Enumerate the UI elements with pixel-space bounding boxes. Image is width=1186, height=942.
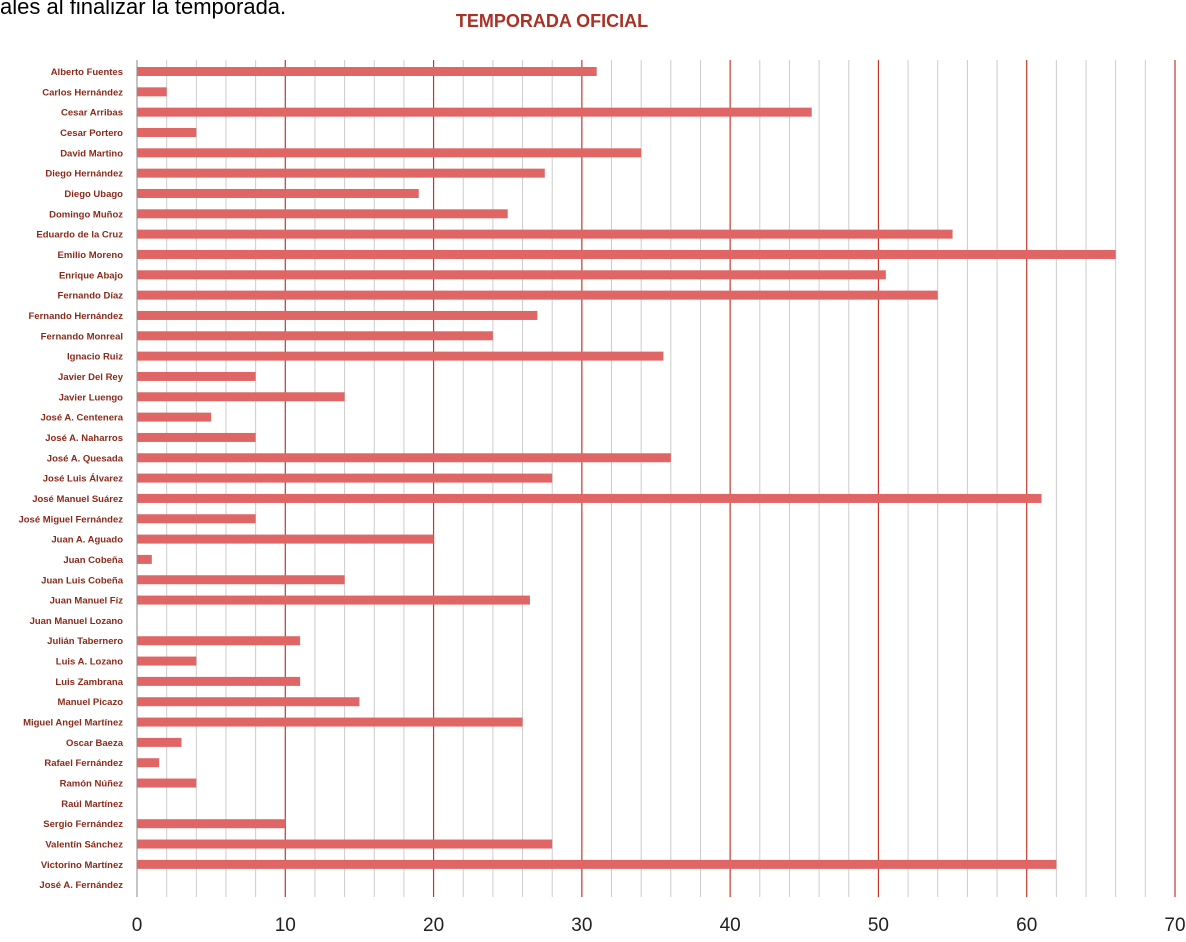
bar xyxy=(137,473,553,483)
bar xyxy=(137,432,256,442)
x-tick-label: 50 xyxy=(868,915,889,936)
category-label: David Martino xyxy=(60,148,123,159)
category-label: Domingo Muñoz xyxy=(49,209,123,220)
bar xyxy=(137,676,301,686)
bar xyxy=(137,371,256,381)
category-label: Fernando Hernández xyxy=(29,311,124,322)
bar xyxy=(137,188,419,198)
bar xyxy=(137,67,597,76)
bar xyxy=(137,229,953,239)
category-label: Julián Tabernero xyxy=(47,636,123,647)
x-axis-ticks: 0 10 20 30 40 50 60 70 xyxy=(132,915,1186,936)
bar xyxy=(137,310,538,320)
bar xyxy=(137,392,345,402)
category-label: Oscar Baeza xyxy=(66,738,124,749)
category-label: Juan Luis Cobeña xyxy=(41,575,124,586)
category-label: Ignacio Ruiz xyxy=(67,352,123,363)
category-label: Diego Hernández xyxy=(45,169,123,180)
category-label: Emilio Moreno xyxy=(58,250,124,261)
bar xyxy=(137,107,812,117)
bar xyxy=(137,575,345,585)
bar xyxy=(137,697,360,707)
bar xyxy=(137,839,553,849)
bar xyxy=(137,412,212,422)
category-label: José A. Fernández xyxy=(39,880,123,891)
category-label: Fernando Monreal xyxy=(41,331,123,342)
bar xyxy=(137,453,671,463)
x-tick-label: 70 xyxy=(1164,915,1185,936)
bar xyxy=(137,778,197,788)
bar xyxy=(137,554,152,564)
category-label: José A. Naharros xyxy=(45,433,123,444)
category-labels: Alberto Fuentes Carlos Hernández Cesar Arr… xyxy=(18,67,123,891)
category-label: Cesar Arribas xyxy=(61,108,123,119)
category-label: Juan Manuel Fíz xyxy=(50,596,124,607)
category-label: Javier Del Rey xyxy=(58,372,124,383)
category-label: Alberto Fuentes xyxy=(51,67,123,78)
category-label: Valentín Sánchez xyxy=(45,840,123,851)
category-label: Carlos Hernández xyxy=(42,87,123,98)
category-label: Rafael Fernández xyxy=(44,758,123,769)
bar xyxy=(137,514,256,524)
category-label: Juan A. Aguado xyxy=(51,535,123,546)
x-tick-label: 40 xyxy=(720,915,741,936)
category-label: Cesar Portero xyxy=(60,128,123,139)
x-tick-label: 0 xyxy=(132,915,143,936)
chart-title: TEMPORADA OFICIAL xyxy=(456,11,648,31)
category-label: Victorino Martínez xyxy=(41,860,123,871)
bar xyxy=(137,209,508,219)
category-label: Diego Ubago xyxy=(64,189,123,200)
chart-bars xyxy=(137,67,1116,869)
bar xyxy=(137,595,530,605)
bar xyxy=(137,290,938,300)
bar xyxy=(137,717,523,727)
bar xyxy=(137,758,160,768)
category-label: Ramón Núñez xyxy=(60,779,124,790)
bar xyxy=(137,656,197,666)
category-label: Eduardo de la Cruz xyxy=(36,230,123,241)
bar xyxy=(137,270,886,280)
category-label: Fernando Díaz xyxy=(58,291,124,302)
bar xyxy=(137,859,1057,869)
category-label: Luis A. Lozano xyxy=(56,657,123,668)
bar xyxy=(137,127,197,137)
x-tick-label: 10 xyxy=(275,915,296,936)
x-tick-label: 60 xyxy=(1016,915,1037,936)
bar xyxy=(137,331,493,341)
category-label: Luis Zambrana xyxy=(55,677,123,688)
bar xyxy=(137,819,286,829)
category-label: Miguel Angel Martínez xyxy=(23,718,123,729)
intro-text: ales al finalizar la temporada. xyxy=(0,0,287,19)
x-tick-label: 30 xyxy=(571,915,592,936)
bar xyxy=(137,534,434,544)
x-tick-label: 20 xyxy=(423,915,444,936)
bar xyxy=(137,737,182,747)
category-label: Enrique Abajo xyxy=(59,270,123,281)
category-label: José A. Quesada xyxy=(47,453,124,464)
bar xyxy=(137,493,1042,503)
category-label: Juan Cobeña xyxy=(63,555,123,566)
bar xyxy=(137,168,545,178)
category-label: Javier Luengo xyxy=(59,392,124,403)
bar xyxy=(137,148,642,158)
bar xyxy=(137,351,664,361)
category-label: José Luis Álvarez xyxy=(43,474,124,485)
category-label: José A. Centenera xyxy=(40,413,123,424)
bar xyxy=(137,636,301,646)
category-label: Juan Manuel Lozano xyxy=(30,616,124,627)
category-label: Raúl Martínez xyxy=(61,799,123,810)
category-label: José Miguel Fernández xyxy=(18,514,123,525)
category-label: José Manuel Suárez xyxy=(32,494,123,505)
category-label: Manuel Picazo xyxy=(58,697,124,708)
bar xyxy=(137,249,1116,259)
bar xyxy=(137,87,167,97)
category-label: Sergio Fernández xyxy=(43,819,123,830)
